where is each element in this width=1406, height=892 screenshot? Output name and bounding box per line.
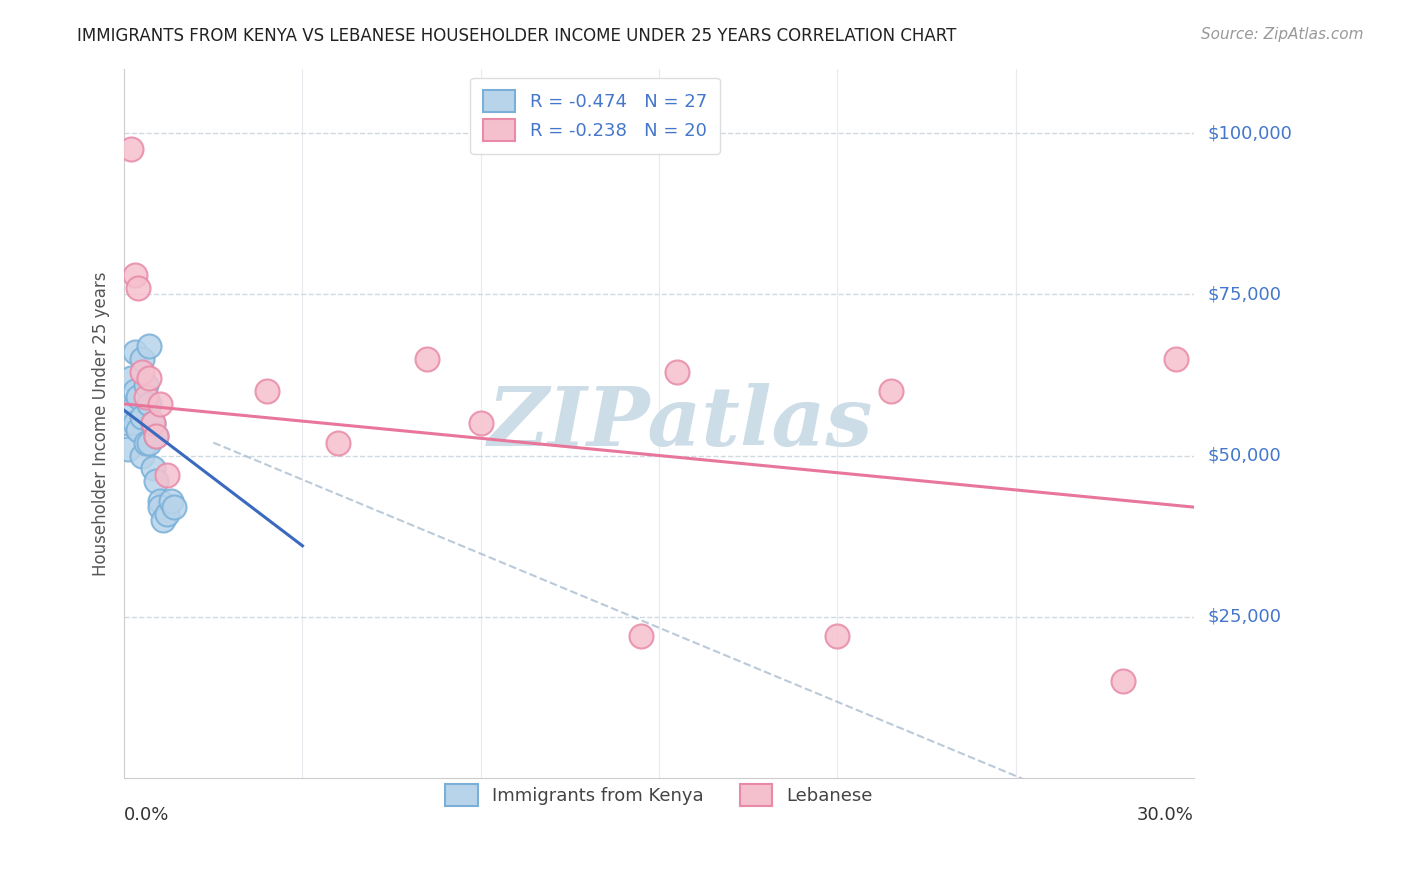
Point [1164,351,1187,366]
Point [127,423,149,437]
Point [145,429,167,443]
Point [117,442,139,456]
Y-axis label: Householder Income Under 25 years: Householder Income Under 25 years [93,271,110,575]
Point [117,417,139,431]
Text: IMMIGRANTS FROM KENYA VS LEBANESE HOUSEHOLDER INCOME UNDER 25 YEARS CORRELATION : IMMIGRANTS FROM KENYA VS LEBANESE HOUSEH… [77,27,956,45]
Point [124,384,146,398]
Point [163,500,186,515]
Point [127,391,149,405]
Point [131,409,153,424]
Point [880,384,903,398]
Point [416,351,439,366]
Point [149,500,172,515]
Text: ZIPatlas: ZIPatlas [488,384,873,463]
Text: $25,000: $25,000 [1208,607,1282,626]
Point [135,435,157,450]
Point [470,417,492,431]
Point [138,435,160,450]
Point [124,345,146,359]
Point [131,365,153,379]
Point [152,513,174,527]
Point [142,417,165,431]
Point [120,403,142,417]
Text: $75,000: $75,000 [1208,285,1282,303]
Point [120,142,142,156]
Point [138,371,160,385]
Point [142,461,165,475]
Point [326,435,349,450]
Point [124,417,146,431]
Point [665,365,688,379]
Point [156,507,179,521]
Point [120,371,142,385]
Point [630,629,652,643]
Point [256,384,278,398]
Point [138,397,160,411]
Text: $100,000: $100,000 [1208,124,1292,142]
Text: $50,000: $50,000 [1208,447,1281,465]
Point [131,449,153,463]
Point [827,629,849,643]
Point [159,493,181,508]
Point [135,391,157,405]
Legend: Immigrants from Kenya, Lebanese: Immigrants from Kenya, Lebanese [433,772,886,819]
Point [156,467,179,482]
Point [149,493,172,508]
Point [138,339,160,353]
Text: Source: ZipAtlas.com: Source: ZipAtlas.com [1201,27,1364,42]
Point [1111,674,1133,689]
Point [135,377,157,392]
Point [142,417,165,431]
Point [145,429,167,443]
Text: 30.0%: 30.0% [1137,806,1194,824]
Point [145,475,167,489]
Point [124,268,146,282]
Point [127,281,149,295]
Text: 0.0%: 0.0% [124,806,170,824]
Point [149,397,172,411]
Point [131,351,153,366]
